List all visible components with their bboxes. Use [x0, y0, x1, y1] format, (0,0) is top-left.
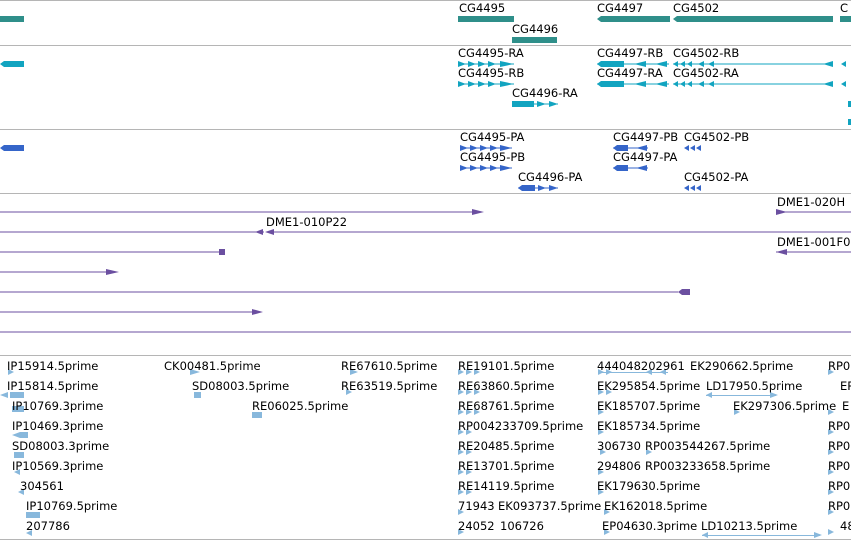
- est-label[interactable]: RP0: [828, 439, 850, 453]
- clone-end-block[interactable]: [219, 249, 225, 255]
- gene-label-cg4502[interactable]: CG4502: [673, 1, 719, 15]
- est-label[interactable]: RE63519.5prime: [341, 379, 437, 393]
- est-label[interactable]: IP15814.5prime: [7, 379, 98, 393]
- est-label[interactable]: SD08003.3prime: [12, 439, 109, 453]
- est-label[interactable]: CK00481.5prime: [164, 359, 261, 373]
- est-label[interactable]: IP10769.5prime: [26, 499, 117, 513]
- gene-label-cg4496[interactable]: CG4496: [512, 22, 558, 36]
- est-label[interactable]: 207786: [26, 519, 70, 533]
- est-label[interactable]: RP003233658.5prime: [645, 459, 770, 473]
- est-label[interactable]: EK185734.5prime: [597, 419, 700, 433]
- est-label[interactable]: IP10769.3prime: [12, 399, 103, 413]
- est-label[interactable]: RE19101.5prime: [458, 359, 554, 373]
- transcript-label-cg4495-rb[interactable]: CG4495-RB: [458, 66, 524, 80]
- est-label[interactable]: RP0: [828, 479, 850, 493]
- transcript-track: CG4495-RA CG4495-RB CG4496-RA CG4497-RB …: [0, 46, 851, 125]
- clone-end-arrow[interactable]: [252, 309, 263, 315]
- est-label[interactable]: RP0: [828, 459, 850, 473]
- transcript-label-cg4497-ra[interactable]: CG4497-RA: [597, 66, 663, 80]
- protein-label-cg4497-pa[interactable]: CG4497-PA: [613, 150, 678, 164]
- est-label[interactable]: EK162018.5prime: [604, 499, 707, 513]
- est-label[interactable]: IP10569.3prime: [12, 459, 103, 473]
- est-label[interactable]: RP0: [828, 499, 850, 513]
- protein-label-cg4495-pa[interactable]: CG4495-PA: [460, 130, 525, 144]
- est-label[interactable]: EK297306.5prime: [733, 399, 836, 413]
- gene-bar-cg4497[interactable]: [597, 16, 670, 22]
- est-label[interactable]: RP003544267.5prime: [645, 439, 770, 453]
- est-label[interactable]: 106726: [500, 519, 544, 533]
- clone-end-arrow[interactable]: [472, 209, 484, 215]
- protein-label-cg4497-pb[interactable]: CG4497-PB: [613, 130, 678, 144]
- est-label[interactable]: LD10213.5prime: [701, 519, 797, 533]
- gene-bar-cg4496[interactable]: [512, 37, 557, 43]
- est-label[interactable]: IP10469.3prime: [12, 419, 103, 433]
- est-label[interactable]: 294806: [597, 459, 641, 473]
- est-label[interactable]: 48: [840, 519, 851, 533]
- est-label[interactable]: SD08003.5prime: [192, 379, 289, 393]
- gene-track: CG4495 CG4496 CG4497 CG4502 C: [0, 1, 851, 43]
- gene-bar-cg4502[interactable]: [673, 16, 833, 22]
- est-label[interactable]: RE68761.5prime: [458, 399, 554, 413]
- protein-label-cg4495-pb[interactable]: CG4495-PB: [460, 150, 525, 164]
- transcript-label-cg4496-ra[interactable]: CG4496-RA: [512, 86, 578, 100]
- clone-end-arrow[interactable]: [106, 269, 119, 275]
- est-label[interactable]: EK179630.5prime: [597, 479, 700, 493]
- est-label[interactable]: EP04630.3prime: [602, 519, 697, 533]
- est-label[interactable]: RE14119.5prime: [458, 479, 554, 493]
- clone-label-dme1-020h[interactable]: DME1-020H: [777, 195, 845, 209]
- est-label[interactable]: RE63860.5prime: [458, 379, 554, 393]
- transcript-bar-cut[interactable]: [841, 61, 846, 67]
- gene-label-cg4497[interactable]: CG4497: [597, 1, 643, 15]
- est-label[interactable]: RE06025.5prime: [252, 399, 348, 413]
- clone-end-arrow[interactable]: [776, 209, 787, 215]
- est-label[interactable]: EK185707.5prime: [597, 399, 700, 413]
- gene-bar[interactable]: [0, 16, 24, 22]
- est-label[interactable]: 444048202961: [597, 359, 685, 373]
- transcript-label-cg4502-rb[interactable]: CG4502-RB: [673, 46, 739, 60]
- est-label[interactable]: RE20485.5prime: [458, 439, 554, 453]
- est-label[interactable]: LD17950.5prime: [706, 379, 802, 393]
- gene-bar-cg4495[interactable]: [458, 16, 514, 22]
- est-label[interactable]: 24052: [458, 519, 495, 533]
- gene-label-cg4495[interactable]: CG4495: [459, 1, 505, 15]
- est-label[interactable]: EK290662.5prime: [690, 359, 793, 373]
- est-features: [0, 369, 834, 538]
- clone-label-dme1-001f0[interactable]: DME1-001F0: [777, 235, 850, 249]
- clone-label-dme1-010p22[interactable]: DME1-010P22: [266, 215, 347, 229]
- protein-label-cg4496-pa[interactable]: CG4496-PA: [518, 170, 583, 184]
- transcript-label-cg4502-ra[interactable]: CG4502-RA: [673, 66, 739, 80]
- est-label[interactable]: E: [842, 399, 849, 413]
- transcript-bar[interactable]: [0, 61, 24, 67]
- est-label[interactable]: 306730: [597, 439, 641, 453]
- est-label[interactable]: RP0: [828, 359, 850, 373]
- clone-end-arrow[interactable]: [678, 289, 690, 295]
- clone-end-arrow[interactable]: [265, 229, 274, 235]
- clone-end-arrow[interactable]: [255, 229, 263, 235]
- est-label[interactable]: EP: [840, 379, 851, 393]
- protein-bar[interactable]: [0, 145, 24, 151]
- protein-track: CG4495-PA CG4495-PB CG4496-PA CG4497-PB …: [0, 130, 749, 191]
- gene-label-cut: C: [840, 1, 848, 15]
- est-label[interactable]: RE13701.5prime: [458, 459, 554, 473]
- est-label[interactable]: 71943: [458, 499, 495, 513]
- est-label[interactable]: 304561: [20, 479, 64, 493]
- transcript-label-cg4497-rb[interactable]: CG4497-RB: [597, 46, 663, 60]
- gene-bar-cut[interactable]: [840, 16, 851, 22]
- protein-label-cg4502-pb[interactable]: CG4502-PB: [684, 130, 749, 144]
- transcript-bar-cut[interactable]: [841, 81, 846, 87]
- transcript-label-cg4495-ra[interactable]: CG4495-RA: [458, 46, 524, 60]
- clone-end-arrow[interactable]: [776, 249, 787, 255]
- est-label[interactable]: EK093737.5prime: [498, 499, 601, 513]
- protein-label-cg4502-pa[interactable]: CG4502-PA: [684, 170, 749, 184]
- est-label[interactable]: IP15914.5prime: [7, 359, 98, 373]
- est-label[interactable]: RP004233709.5prime: [458, 419, 583, 433]
- clone-track: DME1-020H DME1-010P22 DME1-001F0: [0, 195, 851, 333]
- est-track: IP15914.5prime CK00481.5prime RE67610.5p…: [0, 359, 851, 538]
- est-label[interactable]: RP0: [828, 419, 850, 433]
- est-labels: IP15914.5prime CK00481.5prime RE67610.5p…: [7, 359, 851, 533]
- est-label[interactable]: EK295854.5prime: [597, 379, 700, 393]
- est-label[interactable]: RE67610.5prime: [341, 359, 437, 373]
